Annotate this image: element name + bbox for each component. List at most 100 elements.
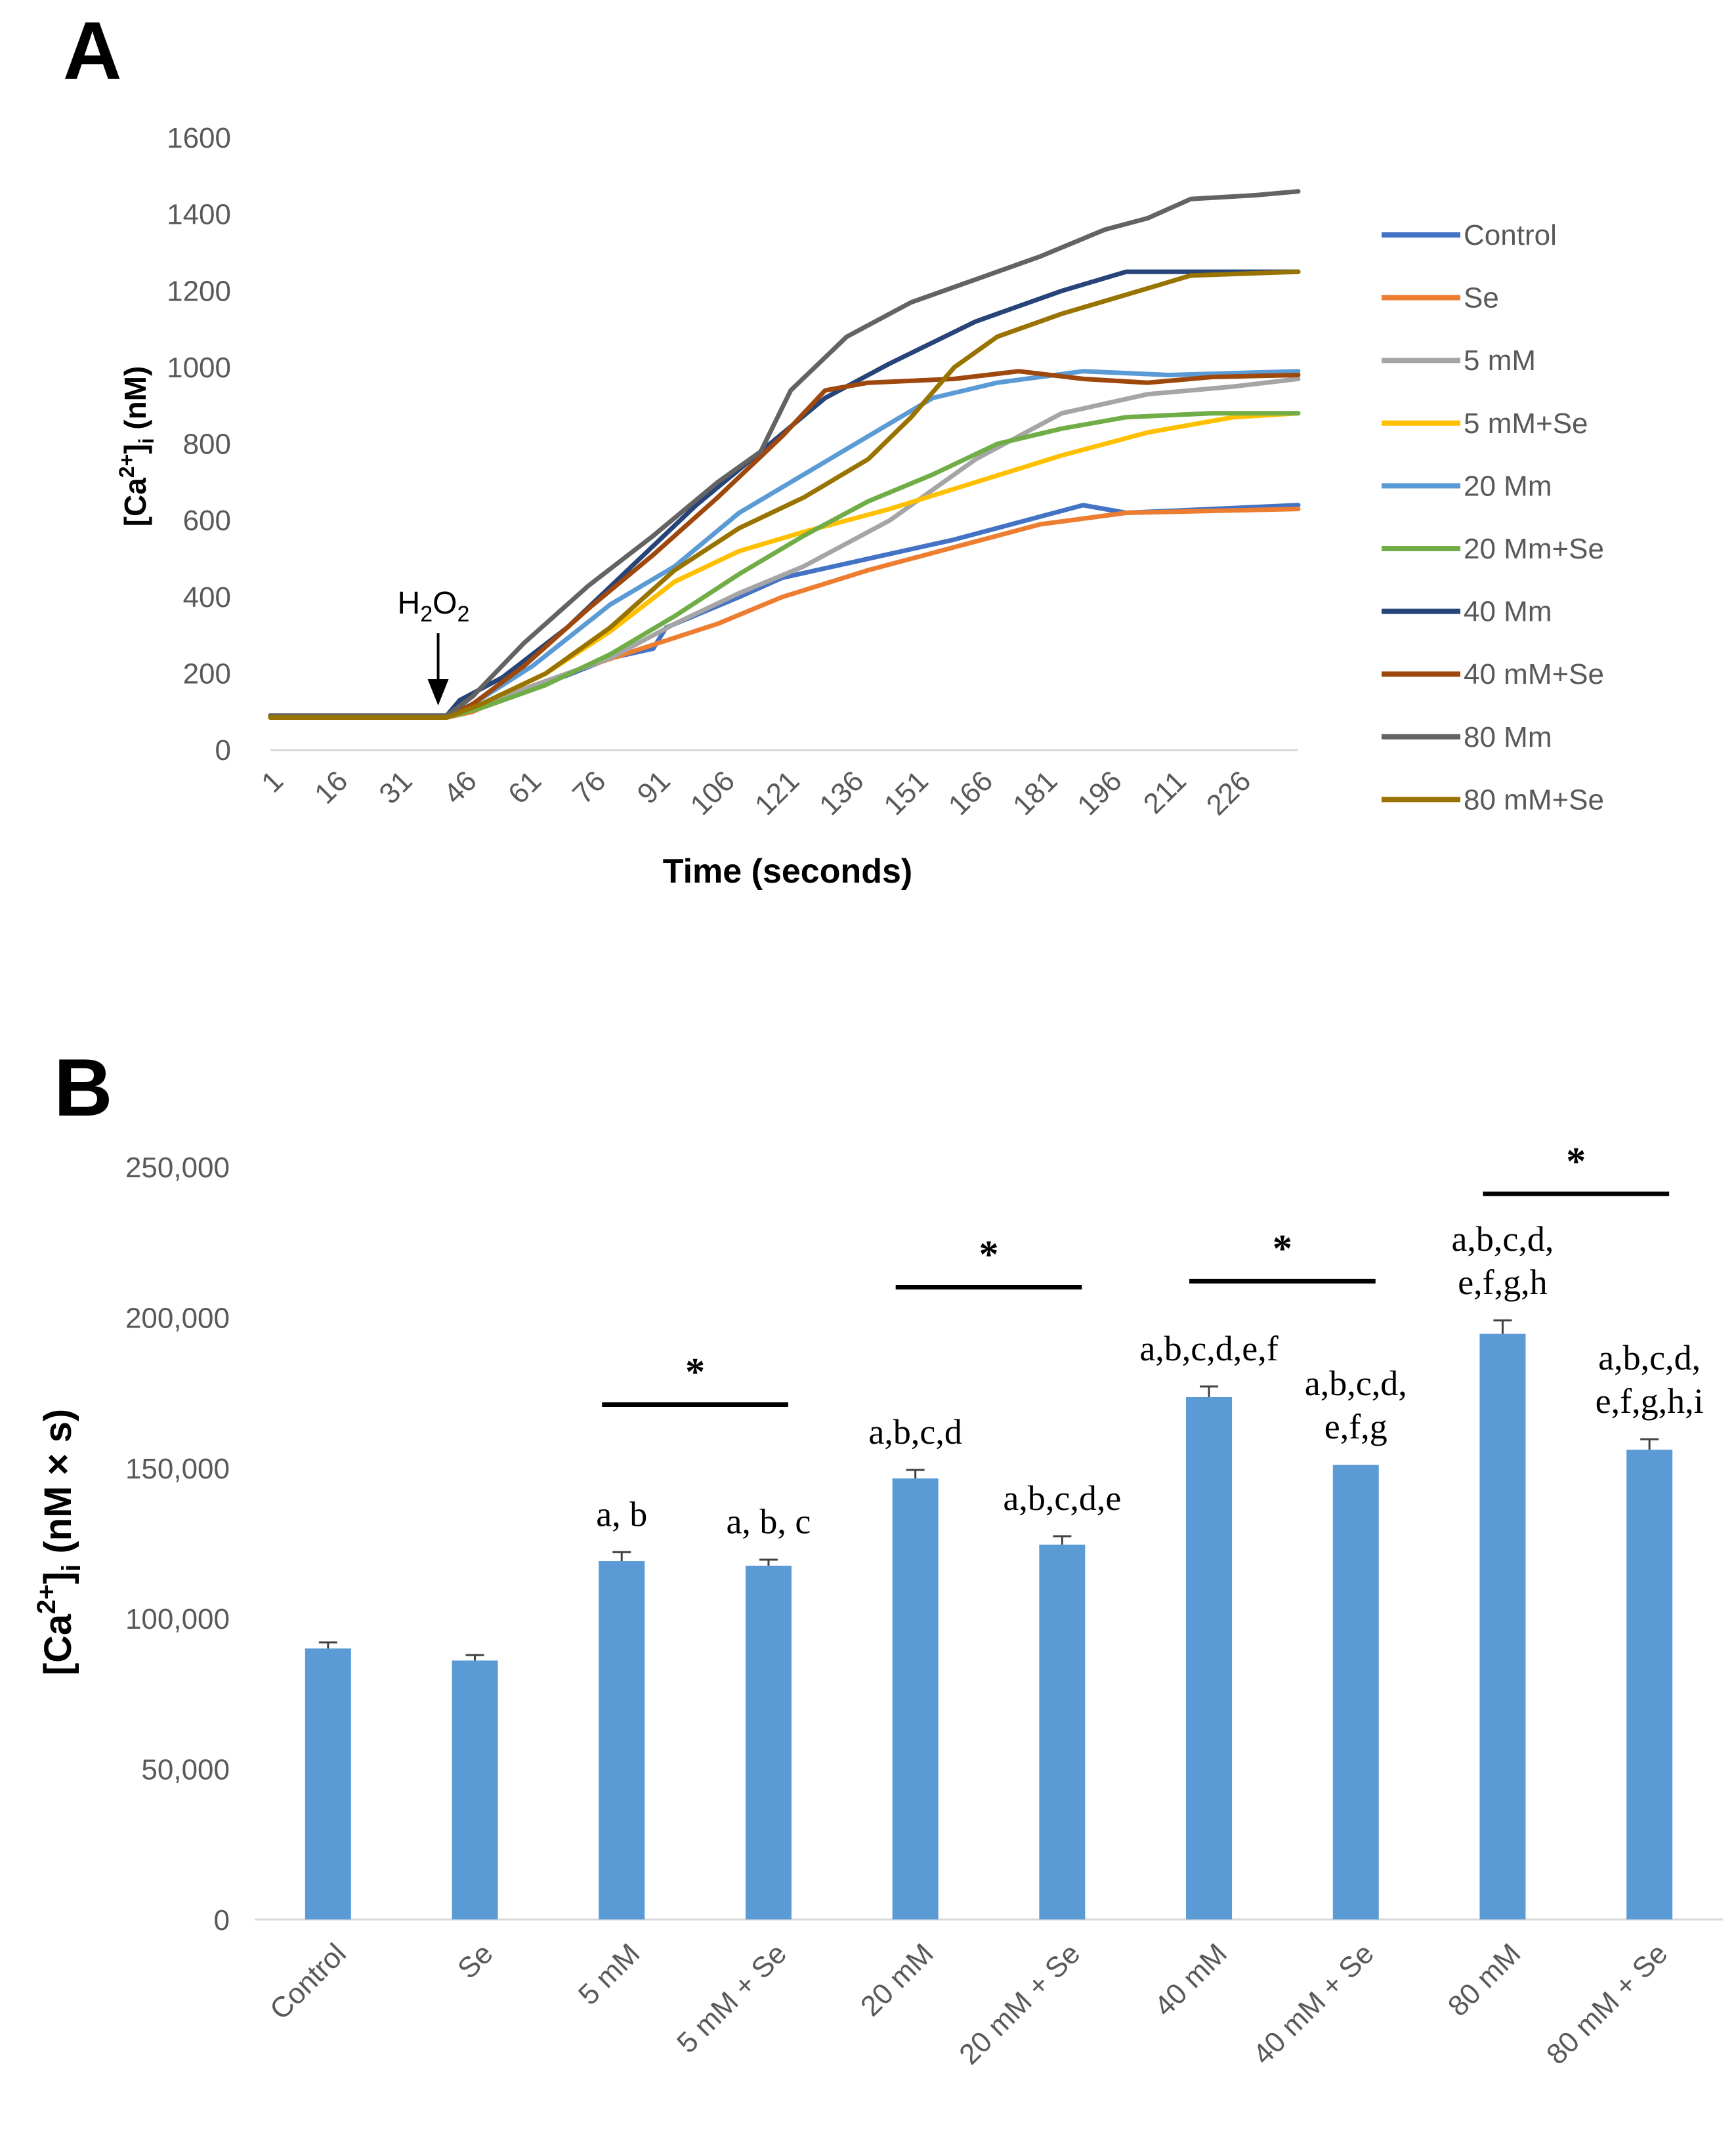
h2o2-arrowhead [427, 679, 449, 705]
comparison-star-2: * [1273, 1226, 1292, 1270]
bar-2 [599, 1561, 645, 1919]
legend-label-5: 20 Mm+Se [1464, 533, 1604, 565]
significance-letters-6: a,b,c,d,e,f [1139, 1329, 1278, 1368]
series-line-8 [268, 189, 1301, 718]
b-x-tick-label: 5 mM + Se [671, 1937, 793, 2059]
a-y-tick-label: 1400 [167, 199, 231, 231]
bar-6 [1186, 1396, 1233, 1919]
significance-letters-8: e,f,g,h [1458, 1263, 1547, 1302]
bar-chart: 0 50,000 100,000 150,000 200,000 250,000 a, b… [32, 1139, 1723, 2071]
significance-letters-9: e,f,g,h,i [1596, 1381, 1704, 1421]
significance-letters-7: e,f,g [1324, 1407, 1387, 1446]
bar-9 [1626, 1450, 1673, 1919]
a-x-tick-label: 61 [502, 764, 547, 810]
a-x-tick-label: 1 [255, 764, 289, 799]
a-x-tick-label: 76 [566, 764, 612, 810]
a-y-tick-label: 1600 [167, 122, 231, 154]
a-ylabel-sub: i [135, 438, 158, 444]
b-ylabel-mid: ] [37, 1572, 79, 1584]
a-x-axis-title: Time (seconds) [663, 852, 912, 890]
bar-4 [892, 1478, 939, 1919]
b-y-tick-label: 200,000 [125, 1302, 230, 1334]
legend-label-3: 5 mM+Se [1464, 408, 1588, 440]
series-line-9 [268, 269, 1301, 720]
a-y-tick-labels: 0 200 400 600 800 1000 1200 1400 1600 [167, 122, 231, 766]
b-x-tick-label: 5 mM [572, 1937, 646, 2011]
a-x-tick-labels: 1 16 31 46 61 76 91 106 121 136 151 166 181 196 211 226 [255, 764, 1257, 822]
a-x-tick-label: 31 [373, 764, 418, 810]
b-ylabel-sup: 2+ [32, 1584, 61, 1614]
b-y-tick-label: 150,000 [125, 1453, 230, 1485]
a-x-tick-label: 181 [1007, 764, 1064, 822]
a-x-tick-label: 121 [749, 764, 806, 822]
panel-b-label: B [54, 1043, 113, 1133]
bar-1 [452, 1660, 498, 1919]
legend-label-6: 40 Mm [1464, 596, 1552, 628]
legend-label-0: Control [1464, 219, 1557, 251]
b-y-tick-label: 50,000 [141, 1754, 230, 1786]
h2o2-o: O [433, 586, 457, 621]
b-y-axis-title: [Ca2+]i (nM × s) [32, 1409, 86, 1675]
series-line-4 [268, 369, 1301, 718]
comparison-star-3: * [1566, 1139, 1586, 1183]
b-error-bars [318, 1319, 1659, 1661]
a-y-tick-label: 1000 [167, 352, 231, 384]
significance-letters-2: a, b [596, 1494, 647, 1534]
series-line-3 [268, 411, 1301, 720]
legend-label-1: Se [1464, 282, 1499, 314]
a-x-tick-label: 196 [1071, 764, 1128, 822]
b-x-tick-label: 80 mM [1442, 1937, 1527, 2022]
b-y-tick-label: 100,000 [125, 1603, 230, 1635]
b-x-tick-label: 80 mM + Se [1540, 1937, 1674, 2070]
legend-label-2: 5 mM [1464, 345, 1536, 377]
b-y-tick-labels: 0 50,000 100,000 150,000 200,000 250,000 [125, 1152, 230, 1937]
a-y-tick-label: 400 [183, 581, 231, 614]
a-x-tick-label: 46 [438, 764, 483, 810]
series-line-6 [268, 269, 1301, 718]
significance-letters-7: a,b,c,d, [1305, 1364, 1407, 1403]
bar-8 [1479, 1333, 1526, 1919]
bar-0 [305, 1648, 351, 1919]
b-x-tick-label: 20 mM + Se [953, 1937, 1086, 2070]
a-y-tick-label: 600 [183, 505, 231, 537]
a-x-tick-label: 226 [1200, 764, 1258, 822]
b-bars [305, 1333, 1673, 1919]
significance-letters-9: a,b,c,d, [1598, 1338, 1701, 1377]
b-y-tick-label: 0 [214, 1904, 230, 1937]
bar-3 [745, 1565, 792, 1919]
bar-5 [1039, 1544, 1086, 1919]
a-legend: Control Se 5 mM 5 mM+Se 20 Mm 20 Mm+Se 40 Mm 40… [1382, 219, 1604, 816]
b-x-tick-labels: Control Se 5 mM 5 mM + Se 20 mM 20 mM + Se 40 … [264, 1937, 1674, 2070]
b-x-tick-label: Se [452, 1937, 499, 1985]
legend-label-9: 80 mM+Se [1464, 784, 1604, 816]
h2o2-h: H [398, 586, 421, 621]
a-x-tick-label: 91 [631, 764, 677, 810]
legend-label-7: 40 mM+Se [1464, 658, 1604, 690]
legend-label-8: 80 Mm [1464, 721, 1552, 753]
b-x-tick-label: Control [264, 1937, 352, 2026]
a-x-tick-label: 136 [813, 764, 870, 822]
significance-letters-5: a,b,c,d,e [1003, 1478, 1121, 1518]
comparison-star-0: * [685, 1350, 705, 1393]
h2o2-sub2: 2 [457, 602, 469, 627]
significance-letters-8: a,b,c,d, [1451, 1219, 1554, 1259]
a-ylabel-main: [Ca [118, 478, 152, 527]
a-x-tick-label: 106 [684, 764, 741, 822]
h2o2-annotation: H2O2 [398, 586, 470, 705]
h2o2-label: H2O2 [398, 586, 470, 627]
a-y-axis-title: [Ca2+]i (nM) [115, 366, 158, 527]
a-x-tick-label: 16 [308, 764, 354, 810]
b-x-tick-label: 40 mM + Se [1247, 1937, 1380, 2070]
series-line-5 [268, 411, 1301, 720]
a-x-tick-label: 166 [942, 764, 1000, 822]
a-ylabel-mid: ] [118, 444, 152, 453]
a-series-lines [268, 189, 1301, 720]
significance-letters-4: a,b,c,d [868, 1412, 962, 1452]
b-ylabel-main: [Ca [37, 1614, 79, 1675]
b-x-tick-label: 40 mM [1148, 1937, 1233, 2022]
b-x-tick-label: 20 mM [855, 1937, 940, 2022]
a-y-tick-label: 800 [183, 429, 231, 461]
b-significance-letters: a, b a, b, c a,b,c,d a,b,c,d,e a,b,c,d,e,f a,… [596, 1219, 1703, 1541]
h2o2-sub1: 2 [420, 602, 433, 627]
